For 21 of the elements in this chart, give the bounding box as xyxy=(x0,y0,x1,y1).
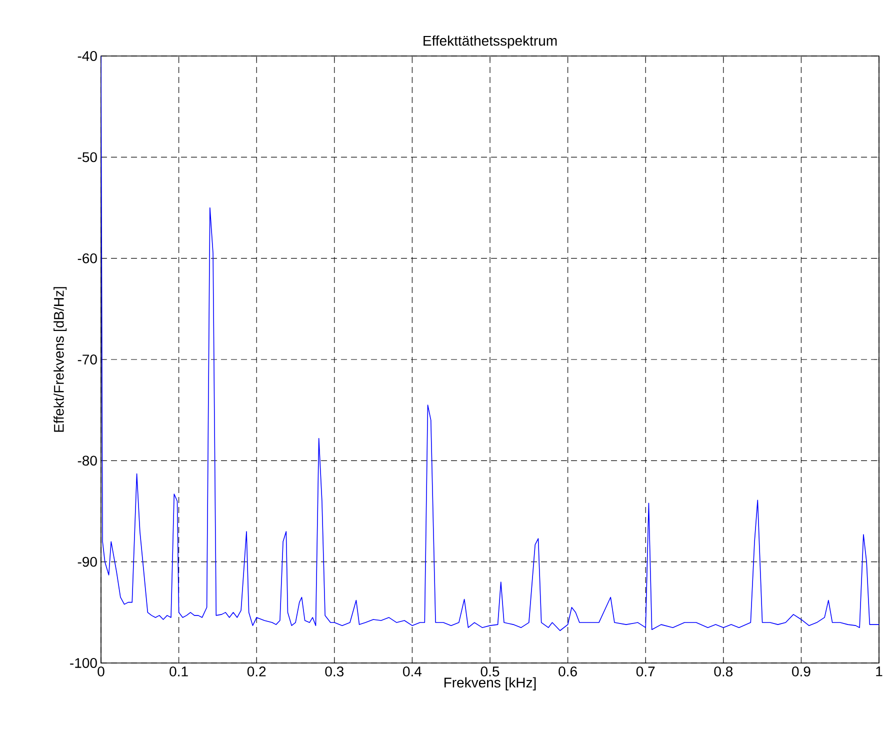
x-tick-label: 0.9 xyxy=(792,666,810,676)
chart-title: Effekttäthetsspektrum xyxy=(424,35,557,48)
x-tick-label: 0.1 xyxy=(170,666,188,676)
y-tick-label: -40 xyxy=(78,51,97,61)
x-tick-label: 0.4 xyxy=(403,666,422,676)
y-tick-label: -90 xyxy=(78,556,97,567)
y-axis-title: Effekt/Frekvens [dB/Hz] xyxy=(54,287,67,432)
x-tick-label: 0 xyxy=(98,666,104,676)
x-tick-label: 1 xyxy=(876,666,882,676)
x-tick-label: 0.6 xyxy=(558,666,577,676)
x-tick-label: 0.3 xyxy=(325,666,344,676)
y-tick-label: -100 xyxy=(70,658,97,668)
x-tick-label: 0.8 xyxy=(714,666,733,676)
y-tick-label: -60 xyxy=(78,253,97,264)
x-axis-title: Frekvens [kHz] xyxy=(444,677,536,690)
x-tick-label: 0.5 xyxy=(480,666,500,676)
x-tick-label: 0.2 xyxy=(247,666,266,676)
x-tick-label: 0.7 xyxy=(636,666,655,676)
y-tick-label: -70 xyxy=(78,354,97,364)
y-tick-label: -80 xyxy=(78,456,97,466)
y-tick-label: -50 xyxy=(78,152,97,162)
